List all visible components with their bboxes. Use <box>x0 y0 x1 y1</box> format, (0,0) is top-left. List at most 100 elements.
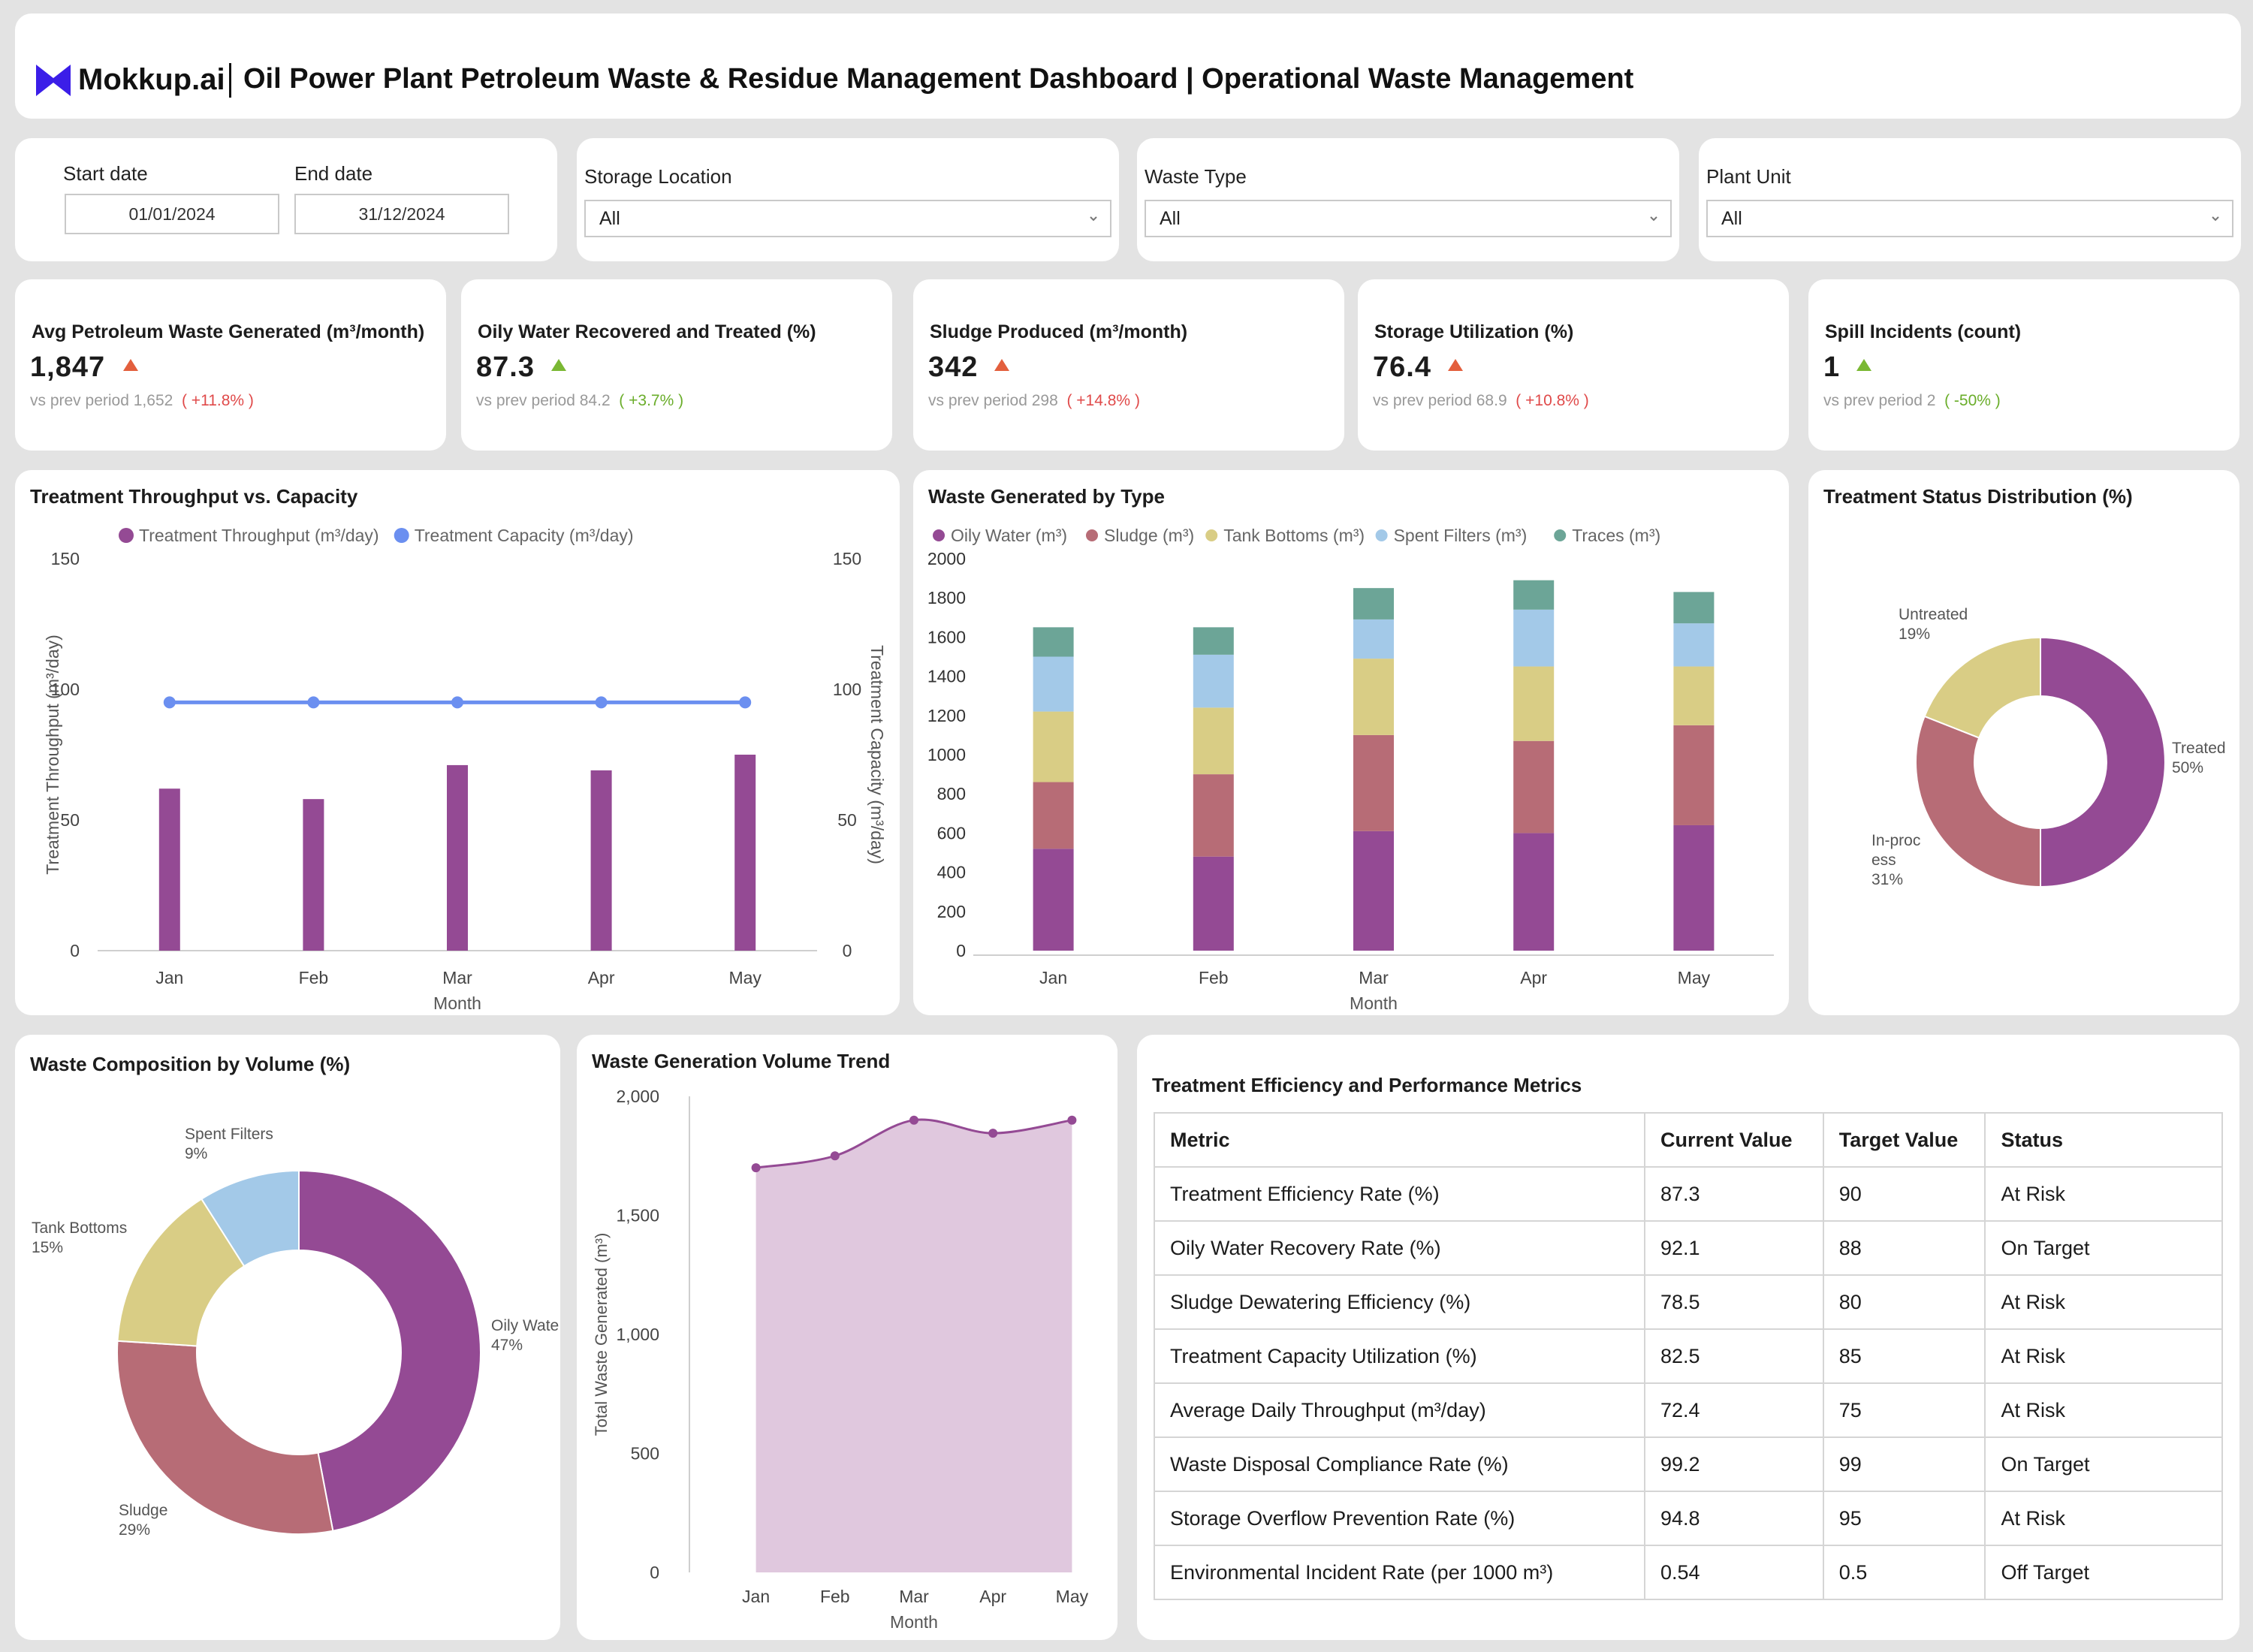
x-tick-label: Mar <box>899 1587 929 1606</box>
slice-label: Untreated <box>1899 606 1968 623</box>
kpi-value: 1 <box>1823 351 1841 383</box>
x-tick-label: May <box>1056 1587 1089 1606</box>
y2-tick-label: 0 <box>843 941 852 960</box>
donut-slice <box>1923 636 2041 739</box>
table-cell: At Risk <box>1984 1166 2223 1222</box>
end-date-input[interactable]: 31/12/2024 <box>294 194 509 234</box>
plant-unit-label: Plant Unit <box>1706 165 1791 188</box>
table-cell: 95 <box>1822 1491 1986 1546</box>
stacked-bar-segment <box>1673 623 1715 667</box>
x-tick-label: Feb <box>1199 968 1229 987</box>
throughput-bar <box>734 755 756 951</box>
trend-up-icon <box>1856 359 1871 371</box>
x-axis-title: Month <box>890 1612 938 1632</box>
legend-marker <box>1086 529 1098 541</box>
chart-title: Waste Generated by Type <box>928 485 1165 508</box>
donut-slice <box>2040 636 2166 888</box>
y-tick-label: 600 <box>937 823 966 843</box>
kpi-prev-label: vs prev period <box>1823 392 1923 409</box>
metrics-table-card: Treatment Efficiency and Performance Met… <box>1137 1035 2239 1640</box>
table-cell: 99 <box>1822 1436 1986 1492</box>
stacked-bar-segment <box>1513 609 1555 667</box>
slice-label: Sludge <box>119 1502 167 1519</box>
logo-shape <box>36 65 71 96</box>
start-date-input[interactable]: 01/01/2024 <box>65 194 279 234</box>
x-tick-label: Apr <box>1520 968 1547 987</box>
header-divider <box>229 63 231 98</box>
legend-label: Sludge (m³) <box>1104 526 1194 545</box>
capacity-point <box>595 696 608 709</box>
donut-slice <box>298 1169 481 1532</box>
y-axis-title: Treatment Throughput (m³/day) <box>43 635 62 875</box>
table-cell: 85 <box>1822 1328 1986 1384</box>
trend-area-chart: 0 500 1,000 1,500 2,000 Total Waste Generated… <box>592 1087 1089 1632</box>
slice-label: In-proc <box>1871 832 1920 849</box>
table-cell: Environmental Incident Rate (per 1000 m³… <box>1154 1545 1645 1600</box>
throughput-bar <box>590 770 612 951</box>
kpi-prev-label: vs prev period <box>928 392 1027 409</box>
table-cell: 0.5 <box>1822 1545 1986 1600</box>
y-tick-label: 1000 <box>927 745 966 764</box>
kpi-comparison: vs prev period 84.2 ( +3.7% ) <box>476 392 683 410</box>
kpi-prev-value: 2 <box>1926 392 1936 409</box>
storage-location-select[interactable]: All <box>584 200 1111 237</box>
stacked-bar-segment <box>1033 711 1074 782</box>
kpi-card-oily-water: Oily Water Recovered and Treated (%) 87.… <box>461 279 892 451</box>
kpi-label: Avg Petroleum Waste Generated (m³/month) <box>32 321 425 342</box>
table-cell: Waste Disposal Compliance Rate (%) <box>1154 1436 1645 1492</box>
stacked-bar-segment <box>1513 740 1555 834</box>
legend-marker <box>394 528 409 543</box>
area-fill <box>756 1119 1072 1572</box>
kpi-value: 342 <box>928 351 979 383</box>
stacked-bar-segment <box>1353 588 1394 620</box>
stacked-bar-segment <box>1353 734 1394 831</box>
slice-label: 31% <box>1871 871 1903 888</box>
table-row: Environmental Incident Rate (per 1000 m³… <box>1154 1545 2223 1600</box>
legend-label: Spent Filters (m³) <box>1394 526 1528 545</box>
legend-marker <box>1375 529 1388 541</box>
capacity-point <box>451 696 463 709</box>
throughput-bar <box>158 788 180 951</box>
legend-label: Treatment Throughput (m³/day) <box>139 526 379 545</box>
legend-label: Traces (m³) <box>1572 526 1660 545</box>
table-cell: 94.8 <box>1643 1491 1824 1546</box>
y2-tick-label: 50 <box>837 810 857 830</box>
table-cell: 82.5 <box>1643 1328 1824 1384</box>
y-tick-label: 50 <box>60 810 80 830</box>
table-cell: 90 <box>1822 1166 1986 1222</box>
waste-type-select[interactable]: All <box>1145 200 1672 237</box>
table-cell: At Risk <box>1984 1491 2223 1546</box>
stacked-bar-segment <box>1513 666 1555 741</box>
plant-unit-select[interactable]: All <box>1706 200 2233 237</box>
kpi-prev-value: 84.2 <box>579 392 611 409</box>
stacked-bar-segment <box>1353 619 1394 659</box>
table-row: Treatment Capacity Utilization (%) 82.5 85… <box>1154 1328 2223 1384</box>
stacked-bar-segment <box>1673 824 1715 951</box>
waste-type-chart: 0 200 400 600 800 1000 1200 1400 1600 1800 2000 Jan… <box>927 526 1774 1013</box>
kpi-prev-value: 298 <box>1031 392 1058 409</box>
table-cell: 72.4 <box>1643 1382 1824 1438</box>
kpi-prev-label: vs prev period <box>30 392 129 409</box>
y2-tick-label: 100 <box>833 680 861 699</box>
throughput-chart-card: Treatment Throughput vs. Capacity 0 0 50 50… <box>15 470 900 1015</box>
table-cell: Oily Water Recovery Rate (%) <box>1154 1220 1645 1276</box>
table-cell: Treatment Efficiency Rate (%) <box>1154 1166 1645 1222</box>
table-cell: 75 <box>1822 1382 1986 1438</box>
y2-tick-label: 150 <box>833 549 861 568</box>
chevron-down-icon <box>1650 216 1657 222</box>
table-cell: At Risk <box>1984 1382 2223 1438</box>
chart-title: Treatment Status Distribution (%) <box>1823 485 2133 508</box>
throughput-bar <box>303 799 324 951</box>
y-tick-label: 1400 <box>927 667 966 686</box>
chart-title: Treatment Throughput vs. Capacity <box>30 485 358 508</box>
table-cell: 78.5 <box>1643 1274 1824 1330</box>
slice-label: 47% <box>491 1337 523 1354</box>
x-tick-label: May <box>1678 968 1711 987</box>
chart-title: Waste Composition by Volume (%) <box>30 1053 351 1075</box>
y-tick-label: 1,500 <box>616 1206 659 1225</box>
legend-marker <box>933 529 945 541</box>
y-tick-label: 0 <box>650 1563 659 1582</box>
slice-label: ess <box>1871 852 1896 869</box>
chevron-down-icon <box>1090 216 1097 222</box>
trend-up-icon <box>994 359 1009 371</box>
